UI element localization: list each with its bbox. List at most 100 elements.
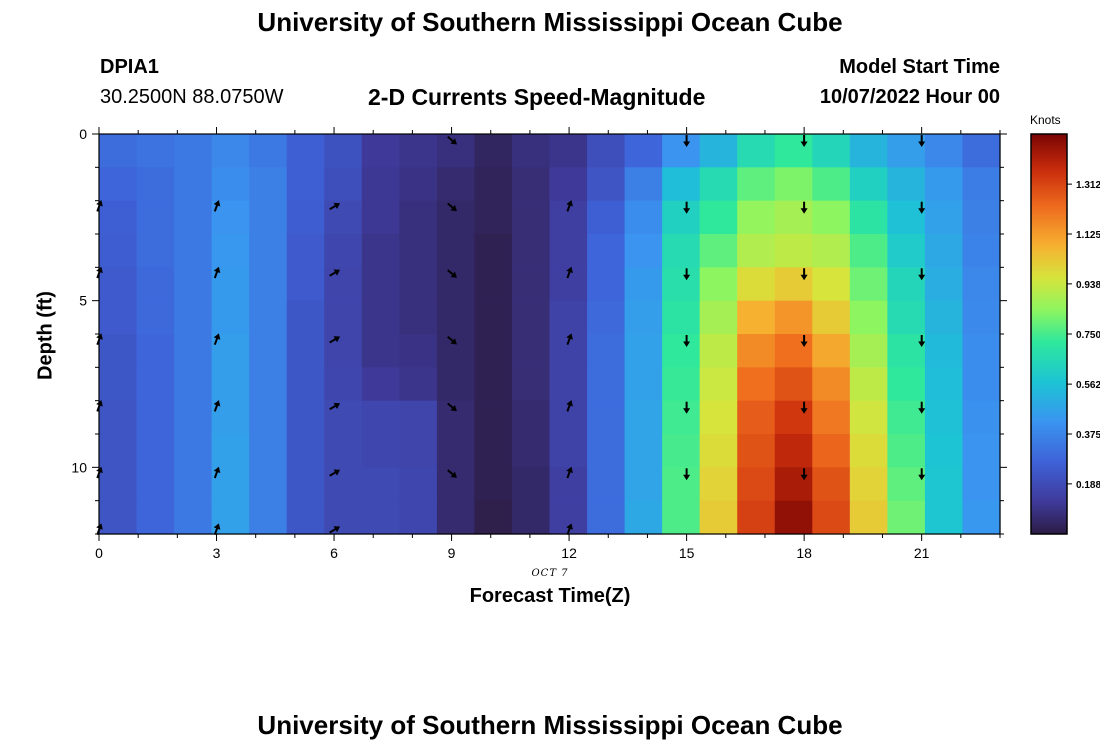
heatmap-cell [136,400,175,435]
heatmap-cell [211,334,250,368]
x-tick-label: 9 [448,545,456,561]
heatmap-cell [662,400,701,435]
heatmap-cell [662,467,701,502]
heatmap-cell [924,134,964,168]
heatmap-cell [812,367,851,402]
axis-ticks [92,127,1007,541]
heatmap-cell [849,367,888,402]
heatmap-cell [399,334,438,368]
heatmap-cell [737,467,776,502]
current-arrow [918,468,926,481]
current-arrow [329,402,341,411]
colorbar-tick-label: 0.188 [1076,480,1100,491]
heatmap-cell [249,267,288,302]
heatmap-cell [737,367,776,402]
heatmap-cell [511,267,551,302]
model-start-label: Model Start Time [839,56,1000,78]
heatmap-cell [774,234,813,268]
heatmap-cell [549,234,588,268]
heatmap-cell [399,167,438,202]
heatmap-cell [737,167,776,202]
axis-tick-labels: 0 3 6 9 12 15 18 21 0 5 10 [71,126,929,561]
heatmap-cell [737,134,776,168]
heatmap-cell [511,300,551,335]
heatmap-cell [774,300,813,335]
heatmap-cell [699,167,738,202]
current-arrow [329,336,341,344]
heatmap-cell [924,234,964,268]
heatmap-cell [211,367,250,402]
heatmap-cell [361,200,400,235]
current-arrow [800,135,808,147]
heatmap-cell [474,334,513,368]
heatmap-cell [474,167,513,202]
heatmap-cell [962,300,1001,335]
heatmap-cell [737,334,776,368]
y-tick-label: 5 [79,293,87,309]
current-arrow [329,526,341,534]
heatmap-cell [699,500,738,535]
heatmap-cell [249,200,288,235]
heatmap-cell [361,234,400,268]
current-arrow [447,136,457,145]
heatmap-cell [962,200,1001,235]
heatmap-cell [174,367,213,402]
heatmap-cell [699,334,738,368]
heatmap-cell [511,134,551,168]
heatmap-cell [849,267,888,302]
heatmap-cell [211,134,250,168]
heatmap-cell [174,134,213,168]
heatmap-cell [511,467,551,502]
current-arrow [918,401,926,414]
heatmap-cell [737,234,776,268]
heatmap-cell [699,200,738,235]
heatmap-cell [662,300,701,335]
heatmap-cell [812,300,851,335]
heatmap-cell [324,234,363,268]
heatmap-cell [136,434,175,468]
colorbar-tick-label: 1.312 [1076,180,1100,191]
heatmap-cell [849,334,888,368]
colorbar-tick-label: 1.125 [1076,230,1100,241]
heatmap-cell [324,300,363,335]
current-arrow [918,268,926,281]
heatmap-cell [174,300,213,335]
heatmap-cell [587,267,626,302]
heatmap-cell [587,500,626,535]
heatmap-cell [436,434,476,468]
heatmap-cell [774,367,813,402]
x-tick-label: 12 [561,545,577,561]
heatmap-cell [174,467,213,502]
heatmap-cell [662,434,701,468]
heatmap-cell [436,467,476,502]
heatmap-cell [136,300,175,335]
heatmap-cell [962,500,1001,535]
heatmap-cell [211,434,250,468]
heatmap-cell [662,334,701,368]
heatmap-cell [924,400,964,435]
heatmap-cell [399,300,438,335]
heatmap-cell [849,434,888,468]
heatmap-cell [399,467,438,502]
heatmap-cell [249,467,288,502]
heatmap-cell [849,200,888,235]
heatmap-cell [887,300,926,335]
heatmap-cell [511,167,551,202]
heatmap-cell [99,167,138,202]
heatmap-cell [136,134,175,168]
heatmap-cell [587,167,626,202]
heatmap-cell [436,334,476,368]
heatmap-cell [662,167,701,202]
heatmap-cell [474,234,513,268]
heatmap-cell [624,334,663,368]
heatmap-cell [136,167,175,202]
heatmap-cell [699,434,738,468]
current-arrow [800,401,808,414]
x-tick-label: 15 [679,545,695,561]
heatmap-cell [662,367,701,402]
heatmap-cell [474,434,513,468]
heatmap-cell [849,134,888,168]
heatmap-cell [737,300,776,335]
heatmap-cell [812,400,851,435]
heatmap-cell [211,267,250,302]
